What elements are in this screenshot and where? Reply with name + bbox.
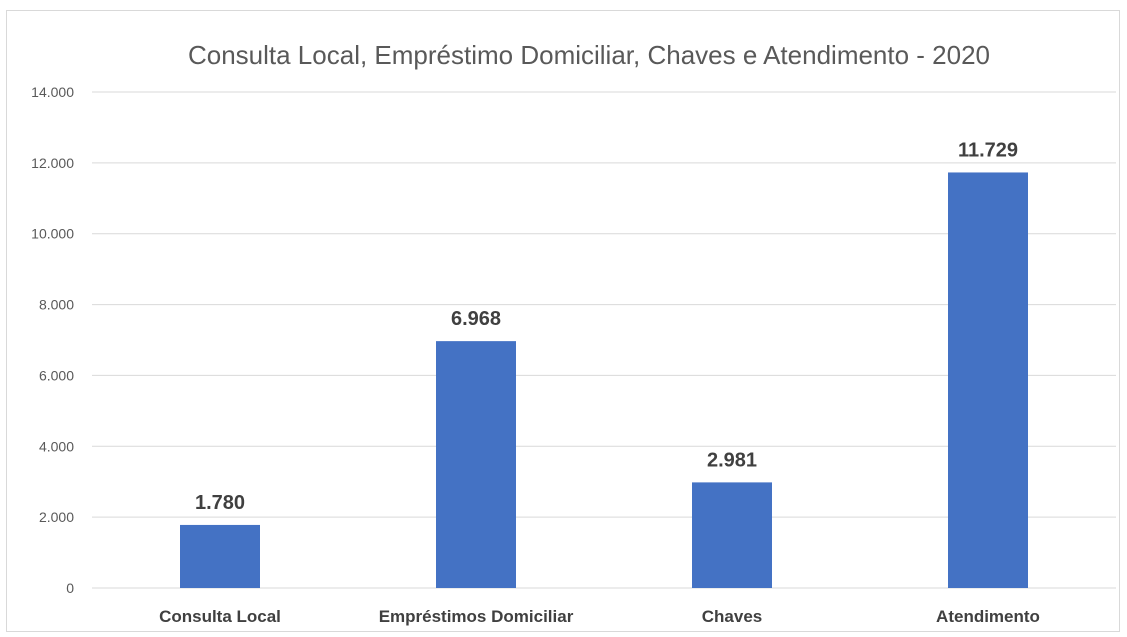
y-tick-label: 8.000: [39, 297, 74, 313]
bar: [692, 482, 772, 588]
bar: [436, 341, 516, 588]
y-tick-label: 14.000: [31, 84, 74, 100]
y-tick-label: 2.000: [39, 509, 74, 525]
x-tick-label: Consulta Local: [159, 607, 281, 626]
x-tick-label: Atendimento: [936, 607, 1040, 626]
y-tick-label: 10.000: [31, 226, 74, 242]
data-label: 11.729: [958, 139, 1018, 161]
y-tick-label: 4.000: [39, 438, 74, 454]
y-axis-ticks: 0 2.000 4.000 6.000 8.000 10.000 12.000 14.000: [31, 84, 74, 596]
data-labels: 1.780 6.968 2.981 11.729: [195, 139, 1018, 513]
x-tick-label: Empréstimos Domiciliar: [379, 607, 574, 626]
y-tick-label: 6.000: [39, 367, 74, 383]
data-label: 2.981: [707, 449, 757, 471]
chart-title: Consulta Local, Empréstimo Domiciliar, C…: [188, 40, 990, 70]
bar: [948, 172, 1028, 588]
x-tick-label: Chaves: [702, 607, 762, 626]
data-label: 6.968: [451, 308, 501, 330]
x-axis-ticks: Consulta Local Empréstimos Domiciliar Chav…: [159, 607, 1040, 626]
y-tick-label: 12.000: [31, 155, 74, 171]
bars: [180, 172, 1028, 588]
bar: [180, 524, 260, 588]
data-label: 1.780: [195, 492, 245, 514]
y-tick-label: 0: [66, 580, 74, 596]
gridlines: [92, 91, 1116, 589]
